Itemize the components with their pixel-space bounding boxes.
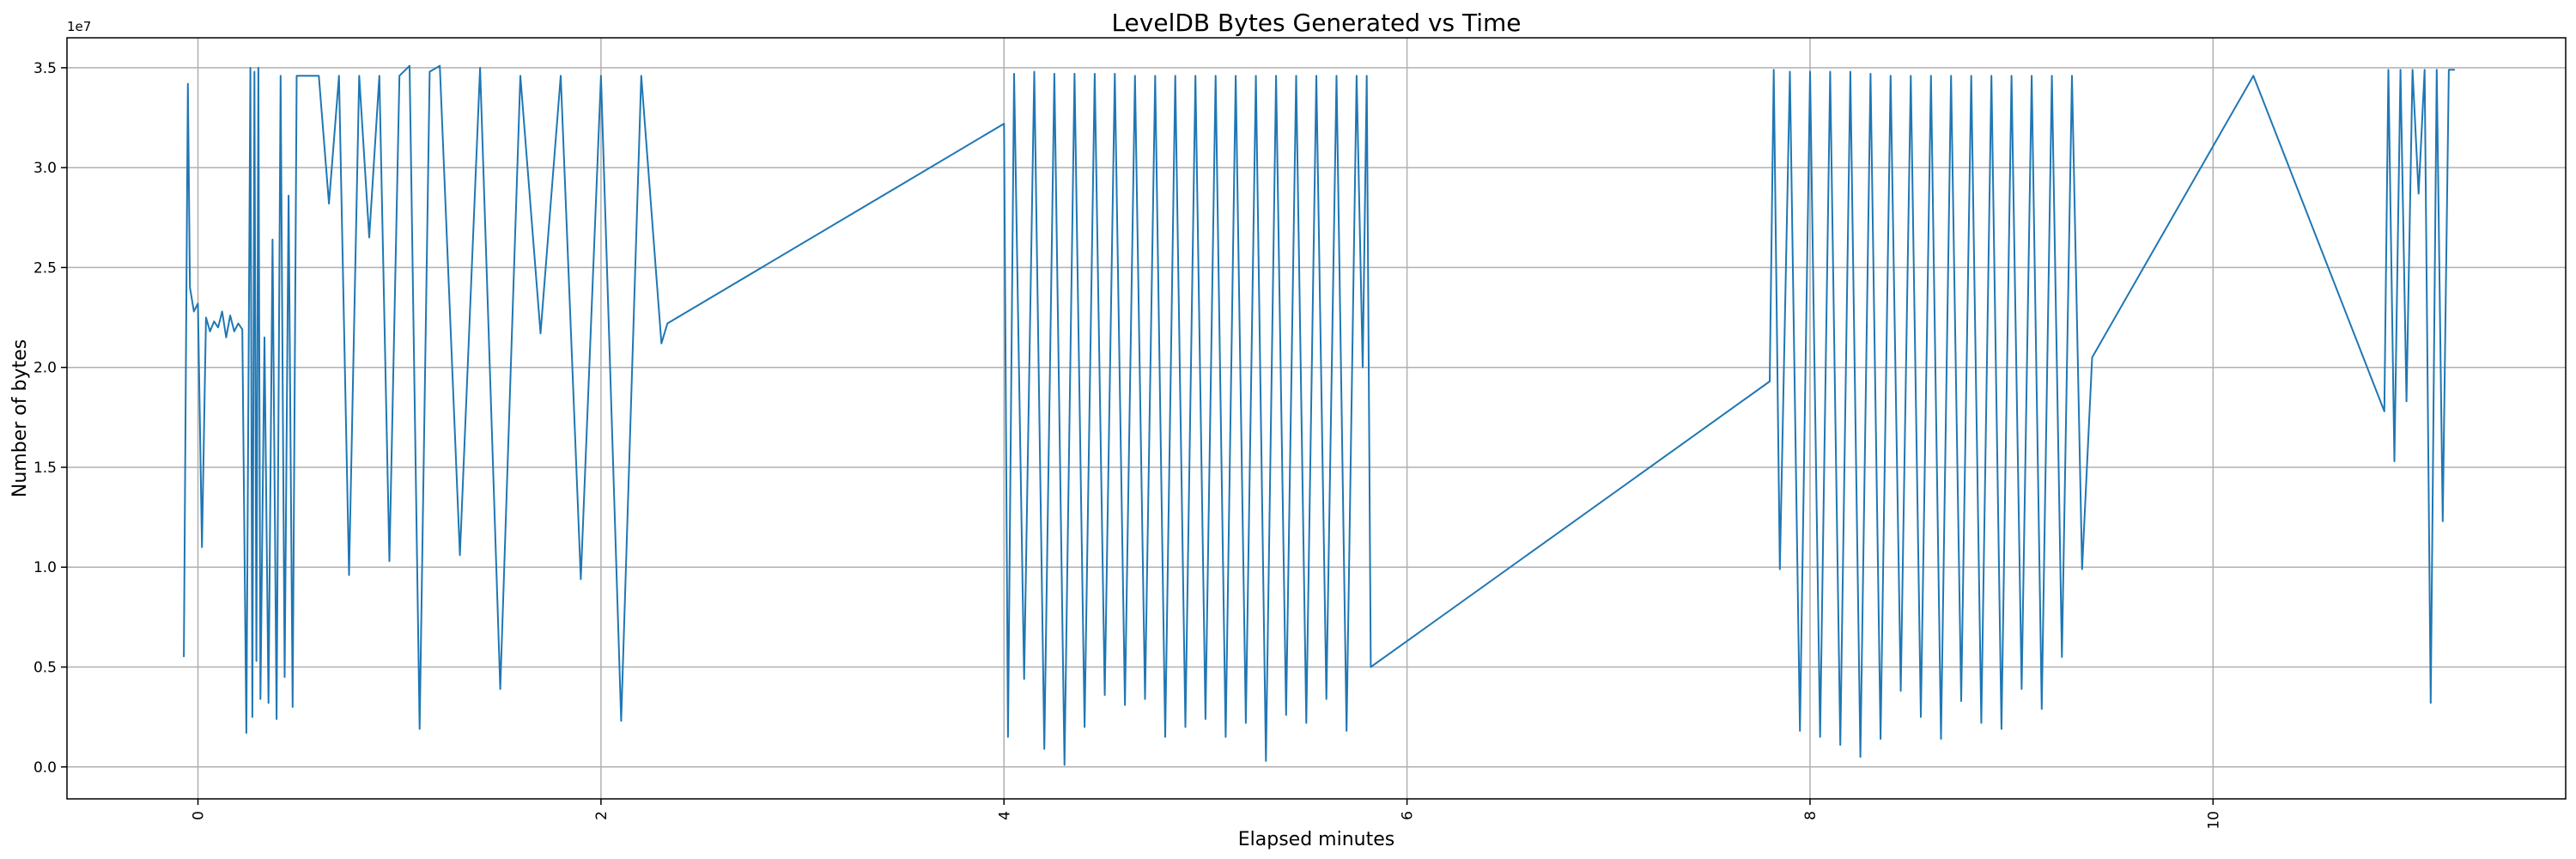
y-tick-label: 1.0	[33, 559, 57, 576]
x-tick-label: 0	[191, 811, 208, 820]
y-axis-offset-label: 1e7	[67, 19, 91, 34]
y-tick-label: 3.0	[33, 160, 57, 177]
x-tick-label: 6	[1400, 811, 1417, 820]
series-layer	[183, 64, 2455, 766]
y-tick-label: 1.5	[33, 460, 57, 477]
x-tick-label: 8	[1802, 811, 1820, 820]
y-tick-label: 3.5	[33, 60, 57, 77]
x-tick-label: 4	[996, 811, 1013, 820]
x-axis-ticks: 0 2 4 6 8 10	[191, 799, 2222, 830]
y-axis-ticks: 0.0 0.5 1.0 1.5 2.0 2.5 3.0 3.5	[33, 60, 67, 777]
y-tick-label: 0.5	[33, 660, 57, 677]
x-tick-label: 2	[593, 811, 611, 820]
y-axis-label: Number of bytes	[9, 339, 31, 497]
y-tick-label: 2.5	[33, 259, 57, 277]
y-tick-label: 0.0	[33, 759, 57, 777]
plot-area	[67, 38, 2566, 799]
y-tick-label: 2.0	[33, 360, 57, 377]
axes-frame	[66, 37, 2567, 800]
chart-title: LevelDB Bytes Generated vs Time	[1111, 9, 1521, 37]
x-axis-label: Elapsed minutes	[1238, 829, 1394, 850]
x-tick-label: 10	[2205, 811, 2222, 830]
series-line	[183, 64, 2455, 766]
